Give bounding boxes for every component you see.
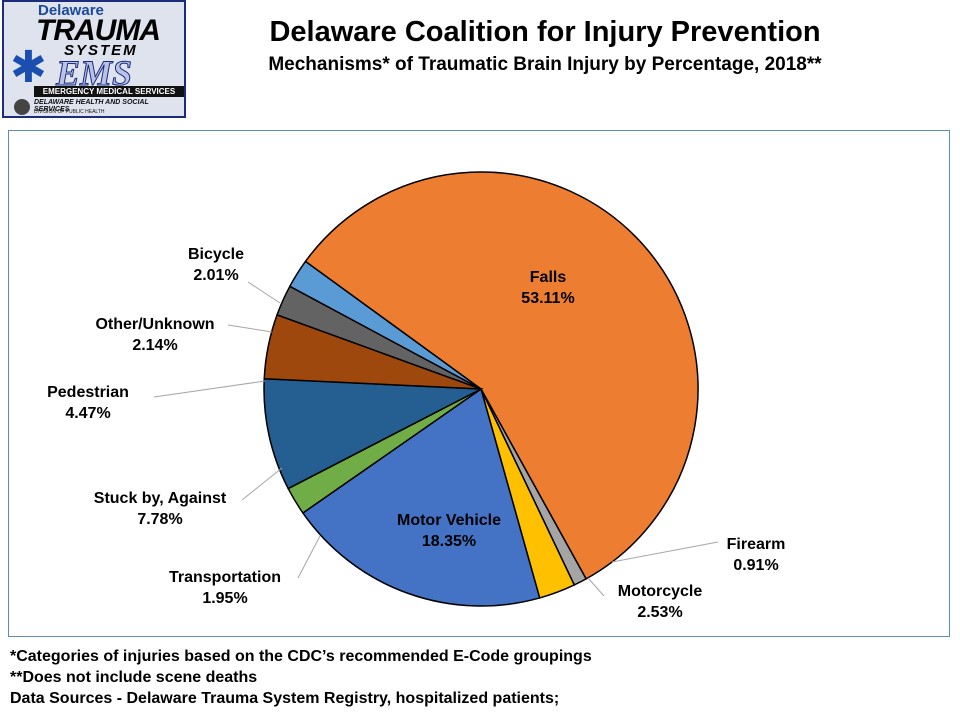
slice-label-value: 2.53%: [637, 604, 682, 621]
slice-label-value: 2.01%: [193, 267, 238, 284]
pie-slice-falls: [304, 171, 699, 580]
footnote-data-sources: Data Sources - Delaware Trauma System Re…: [10, 690, 560, 707]
leader-line-bicycle: [247, 281, 281, 304]
leader-line-stuck-by-against: [241, 467, 283, 501]
slice-label-value: 1.95%: [202, 590, 247, 607]
slice-label-name: Pedestrian: [47, 384, 129, 401]
leader-line-transportation: [297, 535, 321, 579]
logo-dept-text: DELAWARE HEALTH AND SOCIAL SERVICES: [34, 99, 149, 113]
slice-label-value: 4.47%: [65, 405, 110, 422]
footnote-categories: *Categories of injuries based on the CDC…: [10, 648, 592, 665]
star-of-life-icon: ✱: [10, 43, 47, 92]
logo-system-text: SYSTEM: [64, 42, 138, 59]
slice-label-value: 2.14%: [132, 337, 177, 354]
logo-trauma-text: TRAUMA: [36, 14, 161, 47]
slice-label-name: Falls: [530, 269, 567, 286]
slice-label-name: Stuck by, Against: [94, 490, 227, 507]
slice-label-name: Firearm: [727, 536, 786, 553]
slice-label-name: Transportation: [169, 569, 281, 586]
leader-line-other-unknown: [227, 324, 273, 333]
pie-slice-motor-vehicle: [301, 387, 541, 607]
chart-area: [8, 130, 950, 637]
slice-label-value: 18.35%: [422, 533, 476, 550]
logo-delaware-text: Delaware: [38, 2, 104, 19]
logo-division-text: DIVISION OF PUBLIC HEALTH: [34, 109, 105, 115]
pie-slice-bicycle: [288, 260, 482, 390]
leader-line-firearm: [611, 541, 719, 563]
leader-line-pedestrian: [153, 380, 266, 398]
footnote-scene-deaths: **Does not include scene deaths: [10, 669, 258, 686]
slice-label-name: Motor Vehicle: [397, 512, 501, 529]
slice-label-name: Other/Unknown: [95, 316, 214, 333]
logo-banner: EMERGENCY MEDICAL SERVICES: [34, 86, 184, 97]
delaware-trauma-system-logo: Delaware TRAUMA SYSTEM ✱ EMS EMERGENCY M…: [2, 0, 186, 118]
pie-slice-stuck-by-against: [263, 377, 484, 490]
slice-label-value: 7.78%: [137, 511, 182, 528]
page-title: Delaware Coalition for Injury Prevention: [269, 16, 821, 48]
slice-label-value: 0.91%: [733, 557, 778, 574]
chart-subtitle: Mechanisms* of Traumatic Brain Injury by…: [268, 54, 822, 75]
slice-label-name: Motorcycle: [618, 583, 703, 600]
leader-line-motorcycle: [587, 577, 605, 597]
slice-label-name: Bicycle: [188, 246, 244, 263]
slice-label-value: 53.11%: [521, 290, 574, 307]
dhss-seal-icon: [14, 99, 30, 115]
